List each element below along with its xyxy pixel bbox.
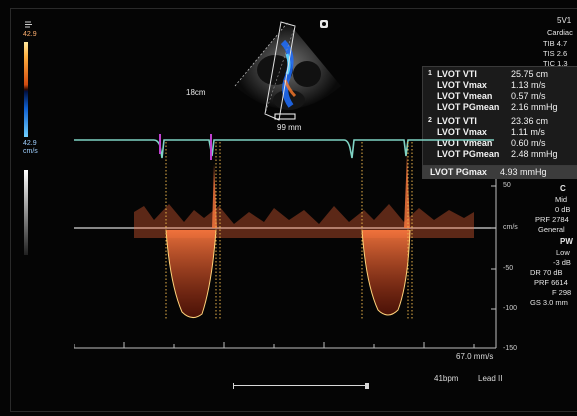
preset-name: Cardiac	[547, 28, 573, 37]
spectral-envelope	[362, 230, 410, 315]
heart-rate: 41bpm	[434, 374, 459, 383]
measurement-value: 1.11 m/s	[511, 127, 545, 137]
ecg-trace	[74, 139, 494, 159]
scale-tick: -100	[503, 305, 518, 312]
measurement-value: 25.75 cm	[511, 69, 549, 79]
color-settings-title: C	[560, 184, 566, 193]
colorbar-unit: cm/s	[23, 148, 38, 155]
tic-value: TIC 1.3	[543, 59, 568, 68]
scale-tick: -150	[503, 345, 518, 352]
measurement-value: 0.60 m/s	[511, 138, 546, 148]
measurement-label: LVOT Vmean	[437, 138, 493, 148]
tib-value: TIB 4.7	[543, 39, 568, 48]
measurement-value: 0.57 m/s	[511, 91, 546, 101]
measurement-value: 1.13 m/s	[511, 80, 546, 90]
pgmax-value: 4.93 mmHg	[500, 167, 547, 177]
color-setting: 0 dB	[555, 205, 571, 214]
pw-setting: F 298	[552, 288, 572, 297]
tgc-icon[interactable]	[24, 16, 33, 28]
probe-name: 5V1	[557, 16, 572, 25]
pw-setting: Low	[556, 248, 570, 257]
color-setting: PRF 2784	[535, 215, 569, 224]
scroll-bar[interactable]	[233, 383, 369, 389]
colorbar-top-value: 42.9	[23, 31, 37, 38]
measurement-label: LVOT PGmean	[437, 149, 500, 159]
pgmax-row[interactable]: LVOT PGmax 4.93 mmHg	[422, 166, 577, 179]
pw-setting: GS 3.0 mm	[530, 298, 568, 307]
measurement-value: 2.16 mmHg	[511, 102, 558, 112]
spectral-envelope	[166, 230, 216, 318]
sector-image	[234, 21, 341, 121]
measurement-label: LVOT Vmax	[437, 80, 487, 90]
pw-settings-title: PW	[560, 237, 573, 246]
measurement-label: LVOT Vmean	[437, 91, 493, 101]
measurement-panel[interactable]: 1 LVOT VTI 25.75 cm LVOT Vmax 1.13 m/s L…	[422, 66, 577, 166]
sector-depth: 18cm	[186, 88, 206, 97]
pgmax-label: LVOT PGmax	[430, 167, 487, 177]
scale-tick: -50	[503, 265, 514, 272]
grayscale-bar	[24, 170, 28, 255]
scale-tick: 50	[503, 182, 511, 189]
measurement-label: LVOT VTI	[437, 116, 477, 126]
measurement-label: LVOT VTI	[437, 69, 477, 79]
measurement-label: LVOT PGmean	[437, 102, 500, 112]
ecg-lead: Lead II	[478, 374, 503, 383]
image-frame	[10, 8, 577, 412]
pw-setting: -3 dB	[553, 258, 571, 267]
tis-value: TIS 2.6	[543, 49, 568, 58]
measurement-label: LVOT Vmax	[437, 127, 487, 137]
colorbar-bottom-value: 42.9	[23, 140, 37, 147]
probe-orientation-icon	[320, 20, 328, 28]
sweep-speed: 67.0 mm/s	[456, 352, 494, 361]
pw-setting: DR 70 dB	[530, 268, 563, 277]
color-setting: General	[538, 225, 565, 234]
sector-width: 99 mm	[277, 123, 302, 132]
pw-setting: PRF 6614	[534, 278, 568, 287]
scale-unit: cm/s	[503, 224, 518, 231]
measurement-value: 2.48 mmHg	[511, 149, 558, 159]
color-setting: Mid	[555, 195, 568, 204]
measurement-index: 2	[428, 117, 432, 124]
doppler-spectrum	[74, 134, 497, 349]
color-velocity-bar	[24, 42, 28, 137]
measurement-index: 1	[428, 70, 432, 77]
measurement-value: 23.36 cm	[511, 116, 549, 126]
